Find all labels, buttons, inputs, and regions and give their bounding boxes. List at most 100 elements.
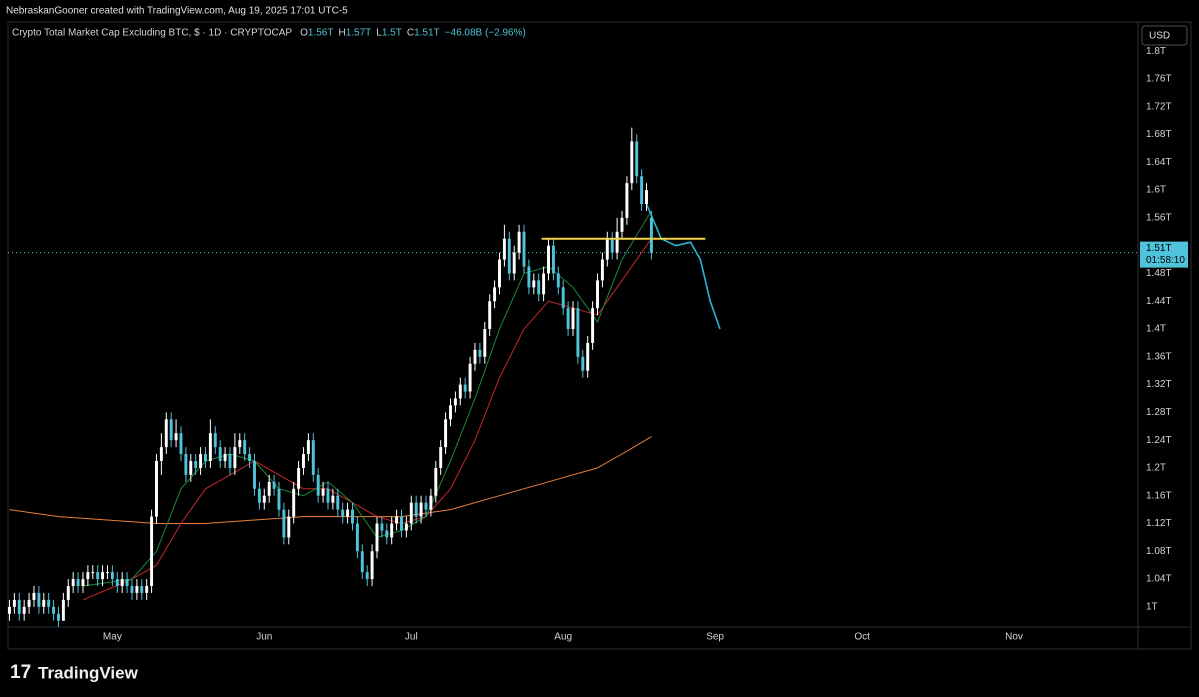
candle-body [164,419,168,448]
candle-body [42,599,46,607]
candle-body [37,592,41,607]
candle-body [581,356,585,371]
x-tick-label: Aug [554,632,572,643]
candle-body [292,488,296,517]
candle-body [341,509,345,517]
candle-body [331,495,335,503]
candle-body [228,454,232,468]
candle-body [542,273,546,295]
candle-body [375,523,379,552]
candle-body [66,586,70,600]
legend-change: −46.08B (−2.96%) [445,28,526,39]
legend-key: O [300,28,308,39]
candle-body [194,460,198,468]
candle-body [449,405,452,420]
candle-body [22,606,26,614]
currency-box[interactable] [1141,25,1188,46]
candle-body [444,419,448,448]
legend-value: 1.56T [308,28,334,39]
candle-body [439,447,443,468]
candle-body [218,447,222,461]
candle-body [17,599,21,614]
candle-body [257,488,261,503]
y-tick-label: 1.72T [1146,101,1172,112]
y-tick-label: 1.32T [1146,379,1172,390]
y-tick-label: 1.64T [1146,157,1172,168]
candle-body [429,495,433,510]
candle-body [106,572,109,574]
candle-body [414,502,418,517]
candle-body [645,190,648,204]
x-tick-label: Jul [405,632,418,643]
candle-body [243,440,247,455]
candle-body [370,551,374,580]
candle-body [458,384,462,399]
candle-body [306,440,310,455]
candle-body [204,454,207,461]
candle-body [86,572,90,580]
last-price-label: 1.51T [1146,243,1172,254]
y-tick-label: 1.4T [1146,324,1166,335]
legend-key: H [338,28,345,39]
x-tick-label: Nov [1005,632,1023,643]
candle-body [502,238,506,260]
candle-body [57,613,60,621]
y-tick-label: 1.12T [1146,518,1172,529]
candle-body [463,384,467,392]
candle-body [346,509,350,517]
candle-body [130,586,134,593]
candle-body [380,523,384,531]
y-tick-label: 1.68T [1146,129,1172,140]
candle-body [493,287,497,302]
candle-body [174,433,178,441]
candle-body [169,419,173,441]
y-tick-label: 1.36T [1146,351,1172,362]
candle-body [355,523,359,552]
legend-key: L [376,28,382,39]
candle-body [61,599,65,621]
candle-body [576,308,580,357]
candle-body [488,301,492,330]
candle-body [145,586,149,593]
candle-body [135,586,139,593]
candle-body [483,329,487,357]
candle-body [155,460,158,517]
candle-body [140,586,144,593]
candle-body [159,447,163,461]
candle-body [517,231,521,253]
candle-body [365,572,369,580]
y-tick-label: 1.8T [1146,46,1166,57]
last-price-box [1140,241,1188,268]
candle-body [184,454,188,475]
candle-body [547,245,550,274]
legend-value: 1.5T [382,28,402,39]
candle-body [556,273,560,288]
candle-body [150,516,154,587]
chart-frame [7,21,1192,650]
candle-body [316,474,320,496]
candle-body [326,488,330,503]
candle-body [537,280,541,295]
candle-body [605,238,609,260]
y-tick-label: 1.16T [1146,490,1172,501]
candle-body [110,572,114,580]
candle-body [179,433,183,455]
y-tick-label: 1.44T [1146,296,1172,307]
y-tick-label: 1.04T [1146,574,1172,585]
candle-body [253,460,256,489]
candle-body [213,433,217,448]
legend-value: 1.51T [414,28,440,39]
x-tick-label: May [103,632,122,643]
candle-body [630,141,634,184]
candle-body [238,440,242,448]
candle-body [282,509,286,538]
candle-body [272,481,276,489]
candle-body [385,530,389,538]
candle-body [400,516,403,531]
y-tick-label: 1.76T [1146,74,1172,85]
candle-body [522,231,526,267]
candle-body [600,259,604,281]
header: NebraskanGooner created with TradingView… [6,6,348,17]
candle-body [12,599,16,607]
